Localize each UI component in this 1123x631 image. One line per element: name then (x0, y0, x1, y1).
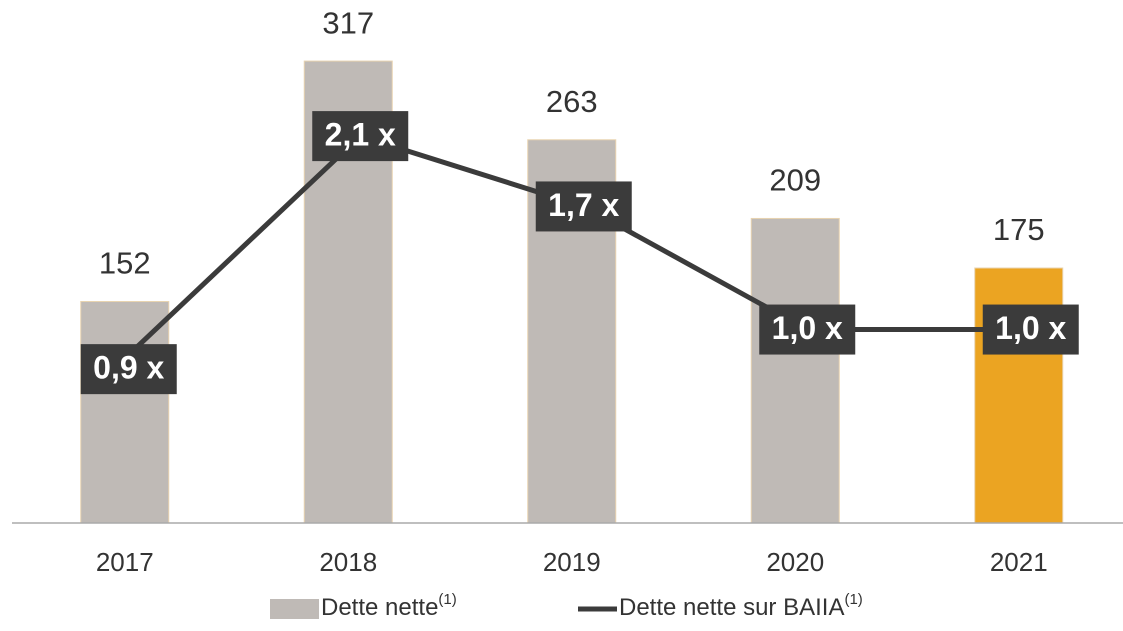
legend-swatch (270, 599, 319, 619)
x-tick-label: 2021 (990, 547, 1048, 577)
line-value-label: 0,9 x (93, 350, 164, 386)
x-tick-label: 2020 (766, 547, 824, 577)
legend-label: Dette nette(1) (321, 591, 457, 621)
legend-superscript: (1) (844, 591, 862, 608)
line-value-label: 1,7 x (548, 187, 619, 223)
bar (80, 301, 170, 524)
legend-superscript: (1) (438, 591, 456, 608)
bar-value-label: 263 (546, 84, 598, 119)
legend-name: Dette nette (321, 594, 438, 621)
line-value-label: 1,0 x (995, 310, 1066, 346)
bar-value-label: 175 (993, 212, 1045, 247)
line-value-label: 1,0 x (772, 310, 843, 346)
bar (750, 217, 840, 524)
x-tick-label: 2017 (96, 547, 154, 577)
line-label-box (80, 344, 177, 395)
bar-value-label: 152 (99, 246, 151, 281)
x-tick-label: 2019 (543, 547, 601, 577)
x-tick-label: 2018 (319, 547, 377, 577)
bar-value-label: 209 (769, 163, 821, 198)
legend-label: Dette nette sur BAIIA(1) (619, 591, 863, 621)
bar-value-label: 317 (322, 5, 374, 40)
line-value-label: 2,1 x (325, 117, 396, 153)
line-label-box (312, 111, 409, 162)
line-label-box (535, 181, 632, 232)
legend-name: Dette nette sur BAIIA (619, 594, 844, 621)
line-label-box (982, 304, 1079, 355)
line-label-box (759, 304, 856, 355)
